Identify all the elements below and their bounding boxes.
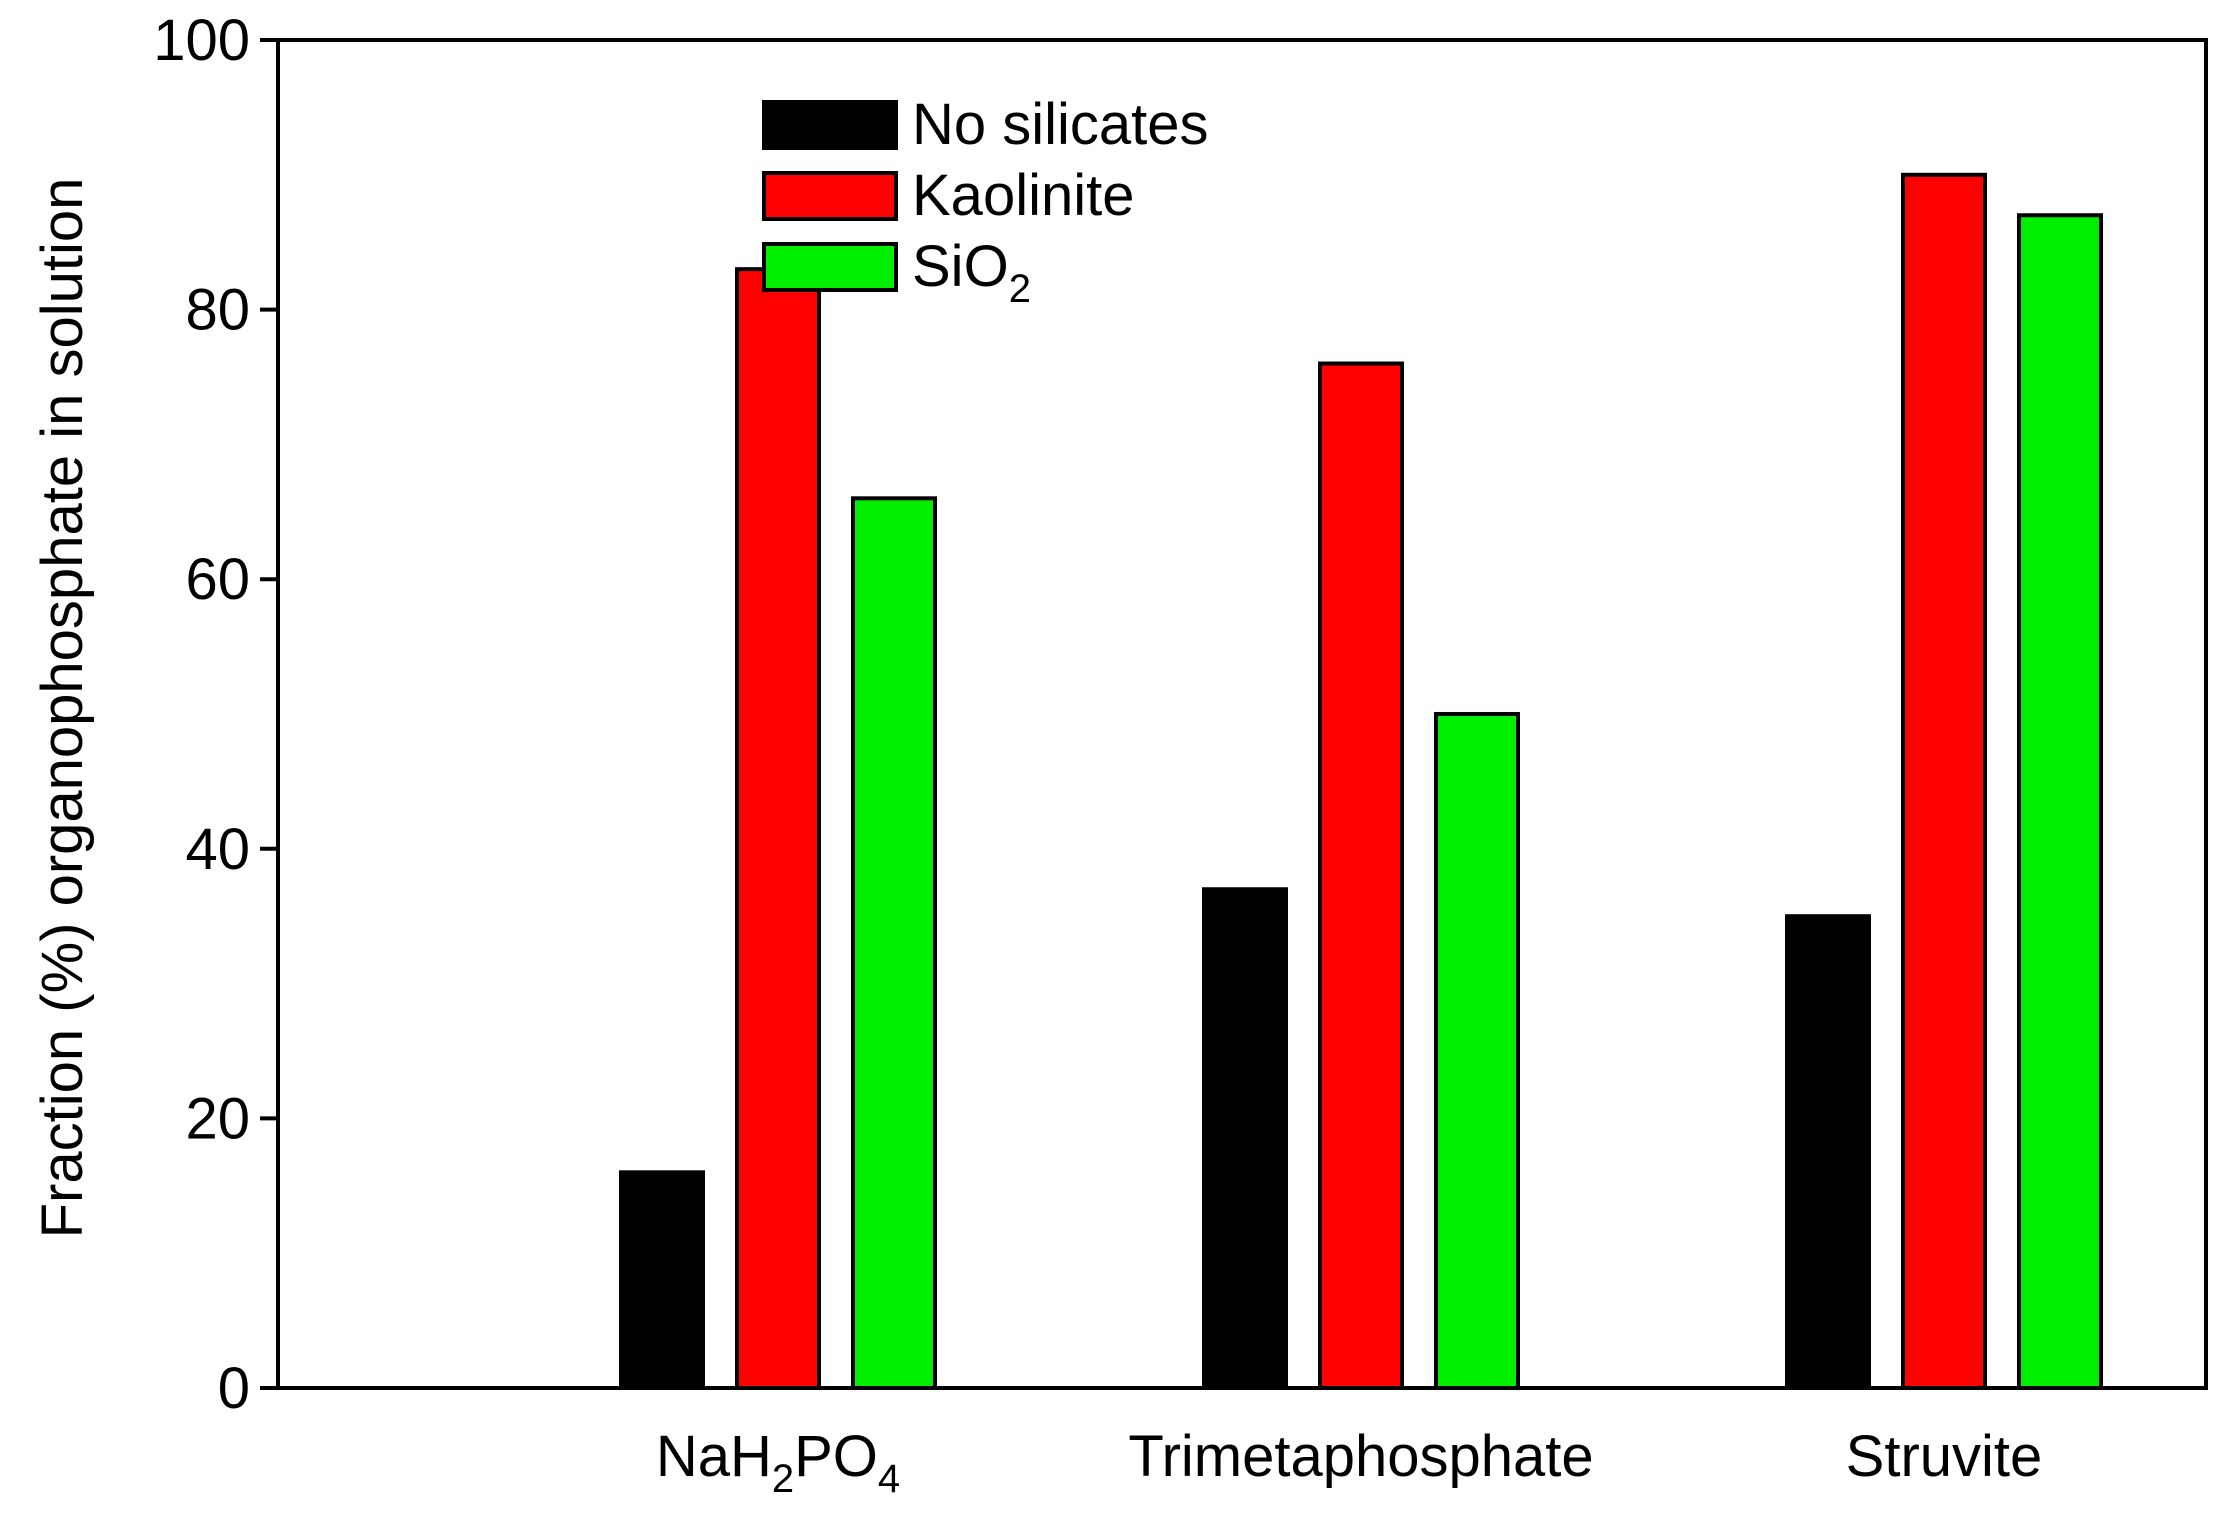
- category-text: Struvite: [1846, 1424, 2043, 1489]
- category-text: PO: [794, 1424, 878, 1489]
- x-category-label: NaH2PO4: [656, 1424, 900, 1501]
- legend-label: Kaolinite: [912, 163, 1134, 228]
- legend-text: Kaolinite: [912, 163, 1134, 228]
- legend-label: No silicates: [912, 92, 1209, 157]
- y-tick-label: 80: [185, 278, 250, 343]
- x-axis: NaH2PO4 Trimetaphosphate Struvite: [656, 1424, 2042, 1501]
- bar-kaolinite-1: [1318, 361, 1404, 1390]
- legend-swatch: [762, 100, 898, 150]
- bar-no-silicates-0: [619, 1170, 705, 1390]
- legend-text: SiO: [912, 234, 1009, 299]
- x-category-label: Trimetaphosphate: [1128, 1424, 1593, 1489]
- bar-no-silicates-1: [1202, 887, 1288, 1390]
- bar-kaolinite-0: [735, 267, 821, 1390]
- y-tick-label: 0: [218, 1356, 250, 1421]
- legend-swatch: [762, 171, 898, 221]
- y-tick-label: 60: [185, 547, 250, 612]
- bar-sio2-1: [1434, 712, 1520, 1390]
- legend-text: No silicates: [912, 92, 1209, 157]
- y-axis: 0 20 40 60 80 100: [153, 8, 278, 1421]
- category-text: Trimetaphosphate: [1128, 1424, 1593, 1489]
- y-tick-label: 20: [185, 1086, 250, 1151]
- legend-swatch: [762, 242, 898, 292]
- x-category-label: Struvite: [1846, 1424, 2043, 1489]
- bars-layer: [619, 172, 2103, 1391]
- category-subscript: 2: [772, 1457, 794, 1501]
- y-tick-label: 100: [153, 8, 250, 73]
- y-tick-label: 40: [185, 817, 250, 882]
- bar-kaolinite-2: [1901, 172, 1987, 1390]
- category-subscript: 4: [878, 1457, 900, 1501]
- category-text: NaH: [656, 1424, 772, 1489]
- legend-label: SiO2: [912, 234, 1031, 311]
- y-axis-title: Fraction (%) organophosphate in solution: [30, 178, 95, 1239]
- legend-subscript: 2: [1009, 267, 1031, 311]
- bar-sio2-0: [851, 496, 937, 1390]
- bar-sio2-2: [2017, 213, 2103, 1391]
- bar-no-silicates-2: [1785, 914, 1871, 1390]
